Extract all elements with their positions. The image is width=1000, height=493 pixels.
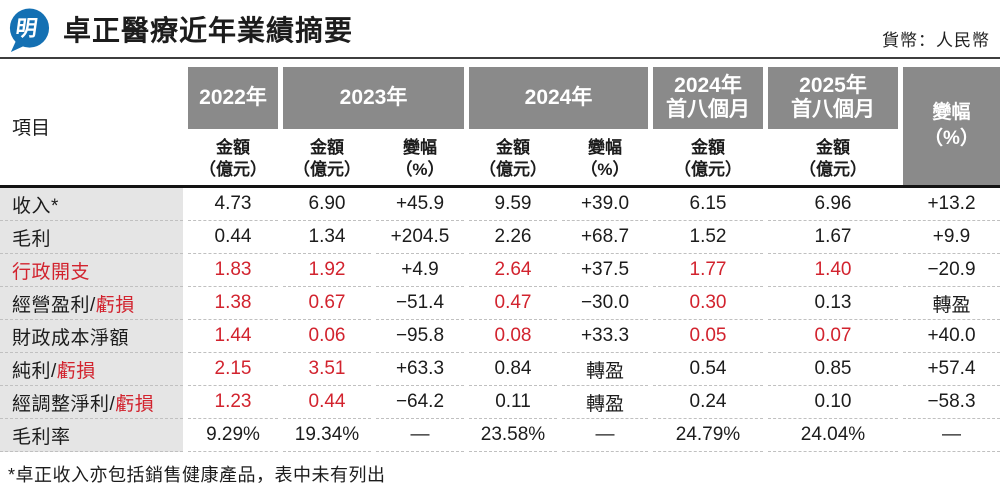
value-cell: +57.4	[903, 353, 1000, 386]
value-cell: 2.15	[188, 353, 278, 386]
value-cell: 19.34%	[283, 419, 371, 452]
sub-header: 變幅 （%）	[376, 129, 464, 185]
value-cell: −51.4	[376, 287, 464, 320]
value-cell: +45.9	[376, 188, 464, 221]
value-cell: +9.9	[903, 221, 1000, 254]
sub-header: 金額 （億元）	[283, 129, 371, 185]
value-cell: 0.06	[283, 320, 371, 353]
value-cell: —	[903, 419, 1000, 452]
value-cell: +39.0	[562, 188, 648, 221]
year-group-header: 2022年	[188, 67, 278, 129]
year-group-header: 2023年	[283, 67, 464, 129]
value-cell: −30.0	[562, 287, 648, 320]
value-cell: +204.5	[376, 221, 464, 254]
results-table: 項目 2022年 2023年 2024年 2024年 首八個月 2025年 首八個月 金額…	[0, 67, 1000, 452]
logo-glyph: 明	[14, 15, 39, 40]
value-cell: 1.34	[283, 221, 371, 254]
row-label: 經營盈利/虧損	[0, 287, 183, 320]
value-cell: 0.30	[653, 287, 763, 320]
value-cell: +37.5	[562, 254, 648, 287]
table-body: 收入* 4.73 6.90 +45.9 9.59 +39.0 6.15 6.96 +13.2 毛利…	[0, 188, 1000, 452]
currency-note: 貨幣：人民幣	[882, 31, 990, 50]
year-group-header: 2025年 首八個月	[768, 67, 898, 129]
value-cell: 0.44	[283, 386, 371, 419]
masthead: 明 卓正醫療近年業績摘要 貨幣：人民幣	[0, 0, 1000, 57]
col-header-change: 變幅 （%）	[903, 67, 1000, 185]
value-cell: 2.64	[469, 254, 557, 287]
value-cell: 0.13	[768, 287, 898, 320]
sub-header: 金額 （億元）	[469, 129, 557, 185]
row-label: 毛利	[0, 221, 183, 254]
value-cell: 0.10	[768, 386, 898, 419]
row-label: 經調整淨利/虧損	[0, 386, 183, 419]
value-cell: 1.67	[768, 221, 898, 254]
col-header-item: 項目	[0, 67, 183, 185]
year-group-header: 2024年 首八個月	[653, 67, 763, 129]
value-cell: +13.2	[903, 188, 1000, 221]
value-cell: +33.3	[562, 320, 648, 353]
value-cell: 1.23	[188, 386, 278, 419]
value-cell: 6.96	[768, 188, 898, 221]
value-cell: 0.85	[768, 353, 898, 386]
footnote: *卓正收入亦包括銷售健康產品，表中未有列出	[8, 465, 386, 485]
value-cell: 0.08	[469, 320, 557, 353]
value-cell: −95.8	[376, 320, 464, 353]
value-cell: 24.79%	[653, 419, 763, 452]
row-label: 純利/虧損	[0, 353, 183, 386]
value-cell: 4.73	[188, 188, 278, 221]
value-cell: 1.38	[188, 287, 278, 320]
year-group-header: 2024年	[469, 67, 648, 129]
value-cell: 9.29%	[188, 419, 278, 452]
value-cell: 1.44	[188, 320, 278, 353]
row-label: 行政開支	[0, 254, 183, 287]
value-cell: 轉盈	[562, 353, 648, 386]
sub-header: 金額 （億元）	[188, 129, 278, 185]
value-cell: 0.84	[469, 353, 557, 386]
value-cell: 24.04%	[768, 419, 898, 452]
value-cell: −64.2	[376, 386, 464, 419]
page-title: 卓正醫療近年業績摘要	[63, 15, 354, 46]
value-cell: +63.3	[376, 353, 464, 386]
value-cell: 轉盈	[562, 386, 648, 419]
value-cell: —	[376, 419, 464, 452]
value-cell: 轉盈	[903, 287, 1000, 320]
value-cell: 3.51	[283, 353, 371, 386]
sub-header: 金額 （億元）	[768, 129, 898, 185]
value-cell: 0.44	[188, 221, 278, 254]
value-cell: 0.07	[768, 320, 898, 353]
value-cell: +40.0	[903, 320, 1000, 353]
row-label: 財政成本淨額	[0, 320, 183, 353]
value-cell: −20.9	[903, 254, 1000, 287]
value-cell: —	[562, 419, 648, 452]
value-cell: 0.54	[653, 353, 763, 386]
mingpao-logo-icon: 明	[6, 7, 51, 53]
value-cell: 0.05	[653, 320, 763, 353]
value-cell: 2.26	[469, 221, 557, 254]
value-cell: 1.52	[653, 221, 763, 254]
value-cell: 0.11	[469, 386, 557, 419]
row-label: 收入*	[0, 188, 183, 221]
value-cell: 1.40	[768, 254, 898, 287]
value-cell: 1.92	[283, 254, 371, 287]
header-divider	[0, 185, 1000, 188]
value-cell: 1.77	[653, 254, 763, 287]
value-cell: +4.9	[376, 254, 464, 287]
table-header: 項目 2022年 2023年 2024年 2024年 首八個月 2025年 首八個月 金額…	[0, 67, 1000, 185]
sub-header: 變幅 （%）	[562, 129, 648, 185]
title-divider	[0, 57, 1000, 59]
value-cell: −58.3	[903, 386, 1000, 419]
value-cell: 0.47	[469, 287, 557, 320]
row-label: 毛利率	[0, 419, 183, 452]
value-cell: 1.83	[188, 254, 278, 287]
sub-header: 金額 （億元）	[653, 129, 763, 185]
value-cell: 23.58%	[469, 419, 557, 452]
value-cell: 9.59	[469, 188, 557, 221]
value-cell: 0.24	[653, 386, 763, 419]
value-cell: +68.7	[562, 221, 648, 254]
value-cell: 6.15	[653, 188, 763, 221]
value-cell: 6.90	[283, 188, 371, 221]
value-cell: 0.67	[283, 287, 371, 320]
